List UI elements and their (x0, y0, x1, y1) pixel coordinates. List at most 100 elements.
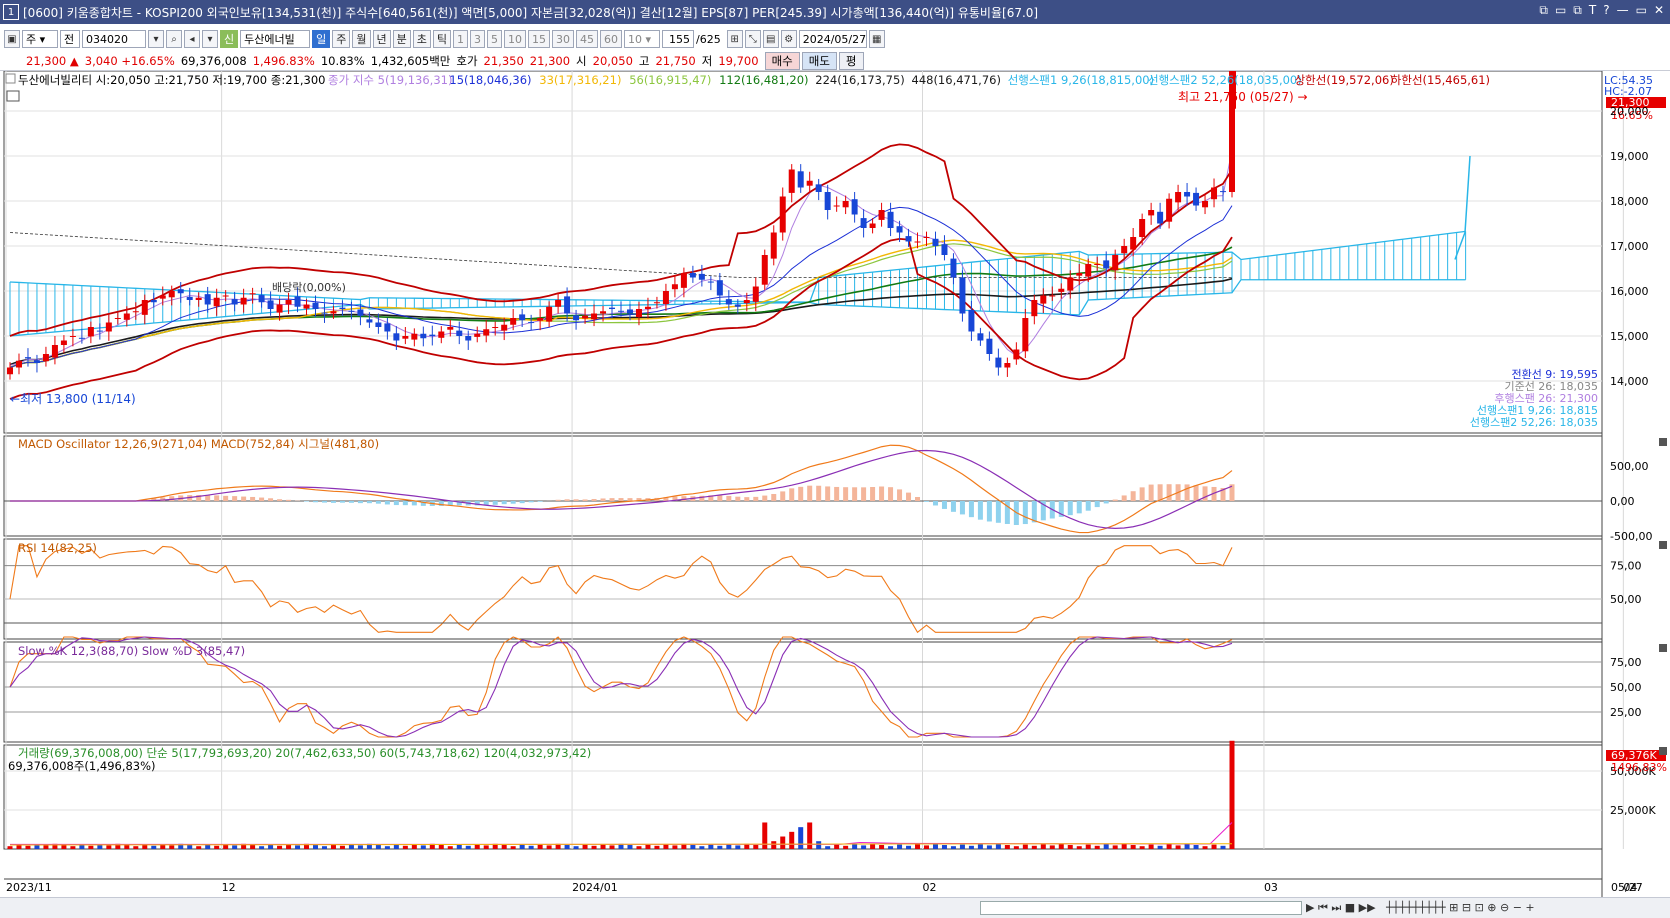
interval-day[interactable]: 일 (312, 30, 330, 48)
num-30[interactable]: 30 (552, 30, 574, 48)
num-1[interactable]: 1 (453, 30, 468, 48)
stock-name: 두산에너빌 (240, 30, 310, 48)
scroll-thumb[interactable] (980, 901, 1302, 915)
num-15[interactable]: 15 (528, 30, 550, 48)
volume-bar (726, 844, 731, 849)
num-3[interactable]: 3 (470, 30, 485, 48)
dividend-annotation: 배당락(0,00%) (272, 281, 346, 294)
save-icon[interactable]: ▤ (763, 30, 779, 48)
macd-osc-bar (313, 501, 318, 502)
scroll-controls-icon[interactable]: ▶ ⏮ ⏭ ■ ▶▶ ┼┼┼┼┼┼┼┼┼ ⊞ ⊟ ⊡ ⊕ ⊖ − + (1306, 901, 1535, 915)
page-input[interactable]: 155 (662, 30, 694, 48)
num-45[interactable]: 45 (576, 30, 598, 48)
volume-bar (690, 845, 695, 849)
candle-body (888, 212, 894, 228)
type-select[interactable]: 전 (60, 30, 80, 48)
window-controls[interactable]: ⧉ ▭ ⧉ T ? — ▭ ✕ (1539, 3, 1664, 18)
volume-bar (1041, 844, 1046, 849)
macd-osc-bar (816, 486, 821, 501)
calendar-icon[interactable]: ▦ (869, 30, 885, 48)
candle-body (1211, 188, 1217, 200)
minimize-panel-icon[interactable]: ▭ (1555, 3, 1566, 18)
arrow-icon[interactable]: ▾ (202, 30, 218, 48)
x-tick-label: 12 (222, 881, 236, 894)
candle-body (1022, 318, 1028, 351)
volume-bar (951, 846, 956, 849)
candle-body (295, 296, 301, 306)
candle-body (618, 311, 624, 312)
volume-bar (565, 845, 570, 849)
volume-bar (978, 844, 983, 849)
count-select[interactable]: 10 ▾ (624, 30, 660, 48)
volume-ratio: 1,496.83% (253, 54, 315, 68)
close-icon[interactable]: ✕ (1654, 3, 1664, 18)
candle-body (654, 302, 660, 303)
open-price: 20,050 (593, 54, 633, 68)
num-10[interactable]: 10 (504, 30, 526, 48)
interval-week[interactable]: 주 (332, 30, 350, 48)
candle-body (941, 244, 947, 255)
volume-bar (538, 844, 543, 849)
volume-bar (313, 845, 318, 849)
stock-code-input[interactable]: 034020 (82, 30, 146, 48)
candle-body (950, 259, 956, 278)
stock-chart[interactable]: 두산에너빌리티 시:20,050 고:21,750 저:19,700 종:21,… (0, 71, 1670, 897)
candle-body (411, 334, 417, 340)
interval-tick[interactable]: 틱 (433, 30, 451, 48)
volume-bar (1059, 844, 1064, 849)
num-60[interactable]: 60 (600, 30, 622, 48)
macd-osc-bar (744, 497, 749, 501)
volume-bar (717, 846, 722, 849)
volume-bar (942, 845, 947, 849)
candle-body (780, 197, 786, 233)
grid-icon[interactable]: ⊞ (727, 30, 743, 48)
macd-osc-bar (1185, 484, 1190, 501)
volume-bar (834, 845, 839, 849)
buy-button[interactable]: 매수 (765, 52, 800, 70)
candle-body (474, 334, 480, 337)
help-icon[interactable]: ? (1603, 3, 1609, 18)
candle-body (789, 170, 795, 193)
num-5[interactable]: 5 (487, 30, 502, 48)
maximize-icon[interactable]: ▭ (1636, 3, 1647, 18)
candle-body (1103, 260, 1109, 268)
interval-minute[interactable]: 분 (393, 30, 411, 48)
candle-body (1031, 300, 1037, 316)
period-select[interactable]: 주 ▾ (22, 30, 58, 48)
candle-body (816, 184, 822, 192)
candle-body (717, 280, 723, 295)
sound-icon[interactable]: ◂ (184, 30, 200, 48)
date-input[interactable]: 2024/05/27 (799, 30, 867, 48)
layout-icon[interactable]: ▣ (4, 30, 20, 48)
volume-bar (663, 844, 668, 849)
candle-body (115, 318, 121, 319)
restore-icon[interactable]: ⧉ (1539, 3, 1548, 18)
dropdown-icon[interactable]: ▾ (148, 30, 164, 48)
search-icon[interactable]: ⌕ (166, 30, 182, 48)
candle-body (636, 309, 642, 317)
candle-body (339, 308, 345, 309)
minimize-icon[interactable]: — (1617, 3, 1629, 18)
sell-button[interactable]: 매도 (802, 52, 837, 70)
settings-icon[interactable]: ⚙ (781, 30, 797, 48)
macd-osc-bar (789, 488, 794, 501)
volume-bar (277, 846, 282, 849)
interval-year[interactable]: 년 (373, 30, 391, 48)
candle-body (1166, 199, 1172, 222)
legend-item: 56(16,915,47) (629, 73, 711, 87)
interval-second[interactable]: 초 (413, 30, 431, 48)
font-icon[interactable]: T (1589, 3, 1596, 18)
open-label: 시 (576, 53, 587, 69)
volume-bar (1221, 846, 1226, 849)
draw-icon[interactable]: ⤡ (745, 30, 761, 48)
candle-body (672, 284, 678, 289)
volume-bar (897, 845, 902, 849)
macd-osc-bar (771, 494, 776, 501)
interval-month[interactable]: 월 (352, 30, 370, 48)
candle-body (420, 334, 426, 339)
eval-button[interactable]: 평 (839, 52, 864, 70)
candle-body (986, 339, 992, 354)
candle-body (1013, 350, 1019, 360)
chart-scrollbar[interactable]: ▶ ⏮ ⏭ ■ ▶▶ ┼┼┼┼┼┼┼┼┼ ⊞ ⊟ ⊡ ⊕ ⊖ − + (0, 897, 1670, 918)
copy-icon[interactable]: ⧉ (1573, 3, 1582, 18)
